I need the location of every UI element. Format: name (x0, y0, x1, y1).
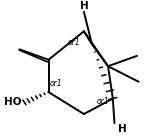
Text: or1: or1 (97, 97, 109, 106)
Text: H: H (118, 124, 127, 134)
Text: or1: or1 (68, 38, 81, 47)
Text: H: H (80, 1, 88, 11)
Text: or1: or1 (50, 79, 63, 88)
Text: HO: HO (4, 97, 22, 107)
